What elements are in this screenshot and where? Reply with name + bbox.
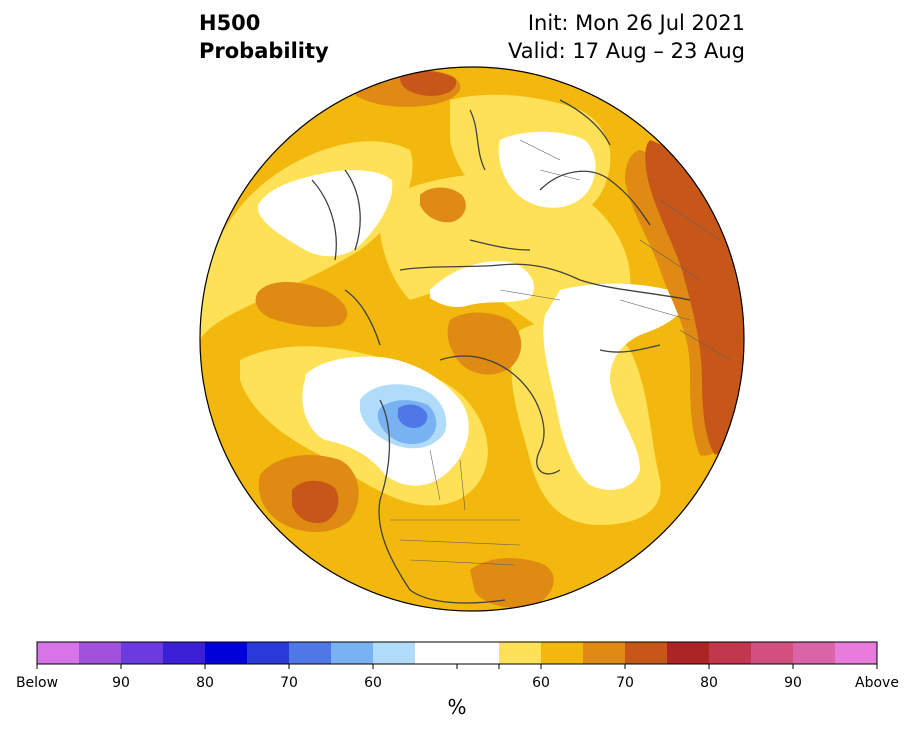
product-label: Probability	[199, 39, 329, 63]
map-fill-layer	[200, 67, 744, 611]
colorbar-segment	[205, 642, 248, 664]
colorbar-segment	[751, 642, 794, 664]
colorbar-segment	[541, 642, 584, 664]
colorbar-segment	[163, 642, 206, 664]
colorbar-segment	[415, 642, 458, 664]
contour-near-normal	[430, 261, 534, 308]
contour-above-65	[470, 558, 554, 608]
colorbar-segment	[331, 642, 374, 664]
valid-range-label: Valid: 17 Aug – 23 Aug	[507, 39, 745, 63]
colorbar-segment	[373, 642, 416, 664]
colorbar-segment	[79, 642, 122, 664]
contour-above-70	[292, 480, 339, 524]
colorbar-segment	[709, 642, 752, 664]
political-boundaries	[390, 139, 731, 566]
colorbar-segment	[583, 642, 626, 664]
colorbar-segment	[457, 642, 500, 664]
contour-above-70	[400, 70, 457, 96]
colorbar-segment	[247, 642, 290, 664]
contour-above-65	[447, 312, 522, 375]
init-date-label: Init: Mon 26 Jul 2021	[527, 11, 745, 35]
colorbar-segment	[499, 642, 542, 664]
contour-near-normal	[543, 283, 686, 490]
contour-below-65	[397, 404, 428, 428]
contour-above-65	[255, 282, 348, 328]
variable-label: H500	[199, 11, 261, 35]
colorbar-unit-label: %	[447, 695, 467, 719]
coastlines	[311, 99, 691, 604]
chart-title-right: Init: Mon 26 Jul 2021 Valid: 17 Aug – 23…	[508, 9, 745, 65]
chart-title-left: H500 Probability	[199, 9, 329, 65]
colorbar-segment	[667, 642, 710, 664]
colorbar-segment	[121, 642, 164, 664]
contour-near-normal	[498, 131, 596, 208]
contour-above-65	[420, 187, 466, 223]
globe-boundary	[199, 66, 745, 612]
colorbar-segment	[37, 642, 80, 664]
colorbar-segment	[289, 642, 332, 664]
colorbar	[36, 641, 878, 669]
colorbar-segment	[625, 642, 668, 664]
colorbar-segment	[793, 642, 836, 664]
colorbar-segment	[835, 642, 878, 664]
